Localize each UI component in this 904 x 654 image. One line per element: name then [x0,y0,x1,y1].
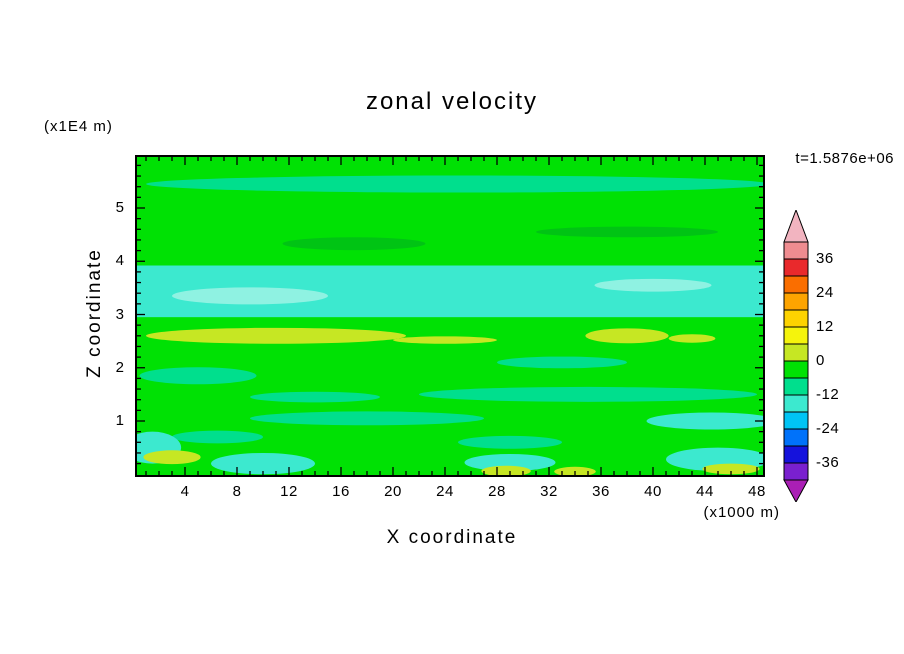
contour-field [135,155,765,477]
colorbar-segment [783,394,809,413]
colorbar-label: 24 [816,284,834,301]
plot-frame [135,155,765,477]
y-axis-unit-label: (x1E4 m) [44,118,113,135]
colorbar-label: -24 [816,420,840,437]
x-tick-label: 4 [180,483,190,500]
colorbar-segment [783,343,809,362]
colorbar-under-arrow [783,479,809,502]
colorbar-segment [783,377,809,396]
field-region [172,430,263,444]
colorbar-label: 12 [816,318,834,335]
colorbar [783,210,809,502]
field-region [594,278,712,292]
x-axis-title: X coordinate [386,527,518,548]
colorbar-over-arrow [783,210,809,243]
field-region [646,412,765,430]
field-region [146,327,406,344]
x-tick-label: 20 [384,483,402,500]
colorbar-segment [783,241,809,260]
colorbar-segment [783,275,809,294]
colorbar-segment [783,326,809,345]
field-region [536,226,718,238]
field-region [250,411,484,426]
field-region [702,463,760,475]
time-annotation: t=1.5876e+06 [795,150,894,167]
y-tick-label: 2 [115,358,124,376]
colorbar-label: 36 [816,250,834,267]
x-tick-label: 36 [592,483,610,500]
x-tick-label: 24 [436,483,454,500]
field-region [668,334,716,343]
colorbar-label: 0 [816,352,825,369]
colorbar-segment [783,428,809,447]
field-region [139,367,257,385]
colorbar-segment [783,411,809,430]
field-region [172,287,328,305]
field-region [250,391,380,403]
field-region [458,435,562,449]
colorbar-segment [783,462,809,481]
colorbar-segment [783,360,809,379]
x-tick-label: 8 [232,483,242,500]
field-region [143,450,201,465]
colorbar-segment [783,292,809,311]
field-region [419,386,757,402]
field-region [393,336,497,344]
x-tick-label: 40 [644,483,662,500]
plot-title: zonal velocity [365,88,539,115]
x-tick-label: 12 [280,483,298,500]
field-region [282,237,426,251]
y-tick-label: 1 [115,412,124,429]
colorbar-label: -36 [816,454,840,471]
x-tick-label: 28 [488,483,506,500]
x-tick-label: 48 [748,483,766,500]
x-axis-unit-label: (x1000 m) [703,504,780,521]
y-tick-label: 3 [115,305,124,323]
y-tick-label: 5 [115,199,124,216]
y-tick-label: 4 [115,252,124,270]
field-region [497,356,627,369]
x-tick-label: 16 [332,483,350,500]
field-region [464,454,556,472]
colorbar-segment [783,258,809,277]
field-region [585,328,669,344]
field-region [146,175,765,193]
colorbar-segment [783,445,809,464]
x-tick-label: 32 [540,483,558,500]
field-region [481,465,531,477]
colorbar-label: -12 [816,386,840,403]
x-tick-label: 44 [696,483,714,500]
colorbar-segment [783,309,809,328]
